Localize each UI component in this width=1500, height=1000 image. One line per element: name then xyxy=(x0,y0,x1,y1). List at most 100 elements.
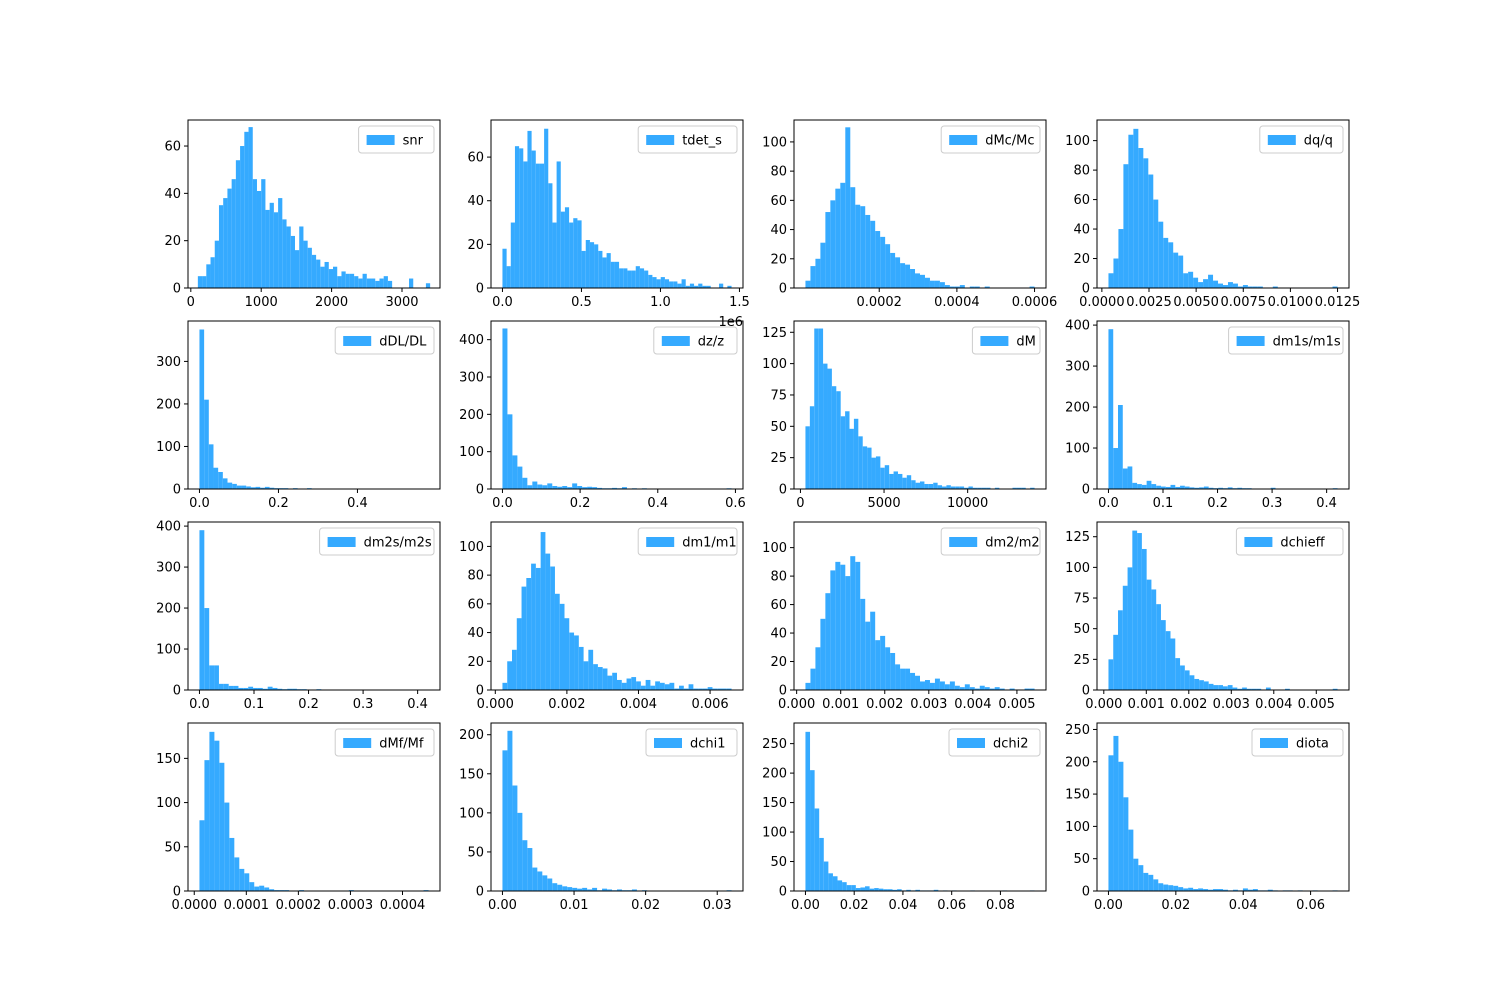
bar xyxy=(631,889,637,891)
bar xyxy=(592,887,598,891)
legend-label: dM xyxy=(1016,335,1035,350)
bar xyxy=(1123,797,1129,891)
bar xyxy=(702,688,708,690)
y-tick-label: 0 xyxy=(173,282,181,297)
legend-box xyxy=(645,728,738,757)
bar xyxy=(674,688,680,690)
bar xyxy=(1138,865,1144,891)
bar xyxy=(905,264,911,288)
y-tick-label: 100 xyxy=(1065,561,1090,576)
bar xyxy=(823,363,828,489)
bar xyxy=(890,252,896,288)
axes-frame xyxy=(187,320,441,490)
bar xyxy=(860,206,866,288)
y-tick-label: 100 xyxy=(459,445,484,460)
histogram-bars xyxy=(199,731,429,891)
legend-box xyxy=(358,125,435,154)
bar xyxy=(1168,242,1174,288)
bar xyxy=(507,730,513,891)
bar xyxy=(552,883,558,891)
bar xyxy=(265,209,270,288)
bar xyxy=(199,820,205,891)
bar xyxy=(1332,688,1338,690)
bar xyxy=(1208,683,1214,690)
bar xyxy=(1156,604,1161,690)
bar xyxy=(267,686,273,690)
bar xyxy=(556,161,561,288)
x-tick-label: 0.04 xyxy=(1229,898,1258,913)
legend: snr xyxy=(358,125,435,154)
histogram-bars xyxy=(1108,735,1338,891)
legend-label: snr xyxy=(403,134,424,149)
bar xyxy=(664,279,670,288)
legend-box xyxy=(1228,326,1344,355)
bar xyxy=(1016,487,1022,489)
bar xyxy=(1021,487,1026,489)
bar xyxy=(827,368,832,489)
x-tick-label: 0.2 xyxy=(298,697,319,712)
bar xyxy=(252,179,257,288)
bar xyxy=(292,688,297,690)
bar xyxy=(968,486,973,489)
x-tick-label: 0.002 xyxy=(1170,697,1207,712)
bar xyxy=(698,283,703,288)
y-tick-label: 150 xyxy=(1065,788,1090,803)
bar xyxy=(1237,286,1243,288)
x-tick-label: 3000 xyxy=(385,295,418,310)
bar xyxy=(517,466,523,489)
bar xyxy=(1193,889,1199,891)
bar xyxy=(559,603,565,690)
y-tick-label: 20 xyxy=(770,655,787,670)
bar xyxy=(202,276,207,288)
bar xyxy=(232,483,237,489)
bar xyxy=(1168,885,1174,891)
y-tick-label: 75 xyxy=(770,388,787,403)
bar xyxy=(1141,484,1147,489)
bar xyxy=(1208,487,1214,489)
histogram-bars xyxy=(502,128,732,288)
bar xyxy=(889,473,894,489)
bar xyxy=(959,687,965,690)
bar xyxy=(860,598,866,690)
bar xyxy=(1198,282,1204,288)
y-tick-label: 50 xyxy=(770,420,787,435)
legend-label: dm2/m2 xyxy=(985,536,1040,551)
bar xyxy=(1227,685,1233,690)
bar xyxy=(269,487,275,489)
legend-swatch xyxy=(1260,738,1288,748)
bar xyxy=(636,681,641,690)
x-tick-label: 0.0 xyxy=(1098,496,1119,511)
y-tick-label: 60 xyxy=(164,140,181,155)
x-tick-label: 0.0075 xyxy=(1221,295,1267,310)
bar xyxy=(214,740,220,891)
bar xyxy=(989,688,995,690)
bar xyxy=(1285,688,1290,690)
bar xyxy=(933,889,939,891)
bar xyxy=(256,190,262,288)
bar xyxy=(722,688,727,690)
x-tick-label: 0.005 xyxy=(998,697,1035,712)
legend-label: tdet_s xyxy=(682,134,722,149)
bar xyxy=(573,218,578,288)
y-tick-label: 100 xyxy=(459,540,484,555)
y-tick-label: 150 xyxy=(459,767,484,782)
y-tick-label: 25 xyxy=(770,451,787,466)
bar xyxy=(1184,670,1190,690)
bar xyxy=(502,750,508,891)
bar xyxy=(717,688,722,690)
bar xyxy=(537,484,543,489)
bar xyxy=(578,646,584,690)
bar xyxy=(1252,286,1258,288)
bar xyxy=(610,261,615,288)
x-tick-label: 0.08 xyxy=(986,898,1015,913)
bar xyxy=(602,668,608,690)
bar xyxy=(223,683,229,690)
bar xyxy=(231,179,236,288)
legend: dq/q xyxy=(1259,125,1344,154)
bar xyxy=(371,278,376,288)
bar xyxy=(819,837,824,891)
legend-swatch xyxy=(1267,135,1296,145)
bar xyxy=(1160,620,1166,690)
y-tick-label: 400 xyxy=(1065,319,1090,334)
